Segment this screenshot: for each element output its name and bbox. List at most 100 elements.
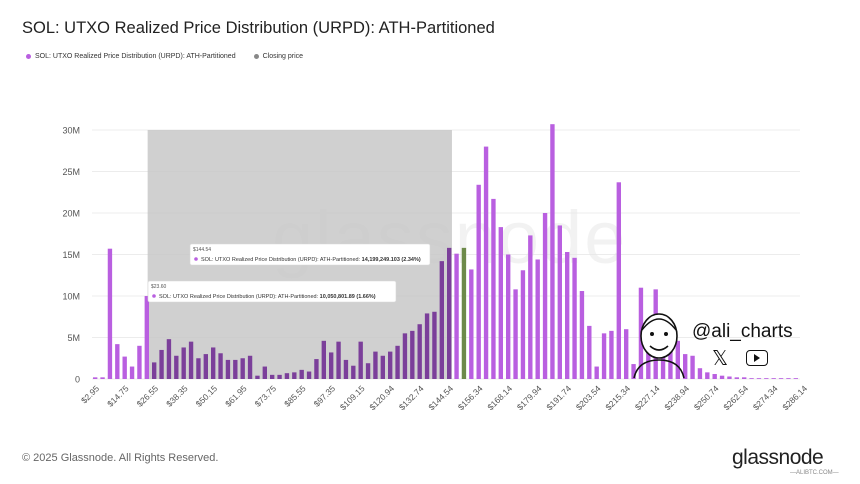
bar-30 xyxy=(314,359,319,379)
bar-3 xyxy=(115,344,120,379)
bar-84 xyxy=(712,374,717,379)
bar-38 xyxy=(373,351,378,379)
x-icon[interactable]: 𝕏 xyxy=(712,346,729,370)
bar-4 xyxy=(122,356,127,379)
bar-11 xyxy=(174,355,179,379)
bar-95 xyxy=(793,378,798,379)
bar-1 xyxy=(100,377,105,379)
bar-68 xyxy=(594,366,599,379)
bar-22 xyxy=(255,375,260,379)
bar-2 xyxy=(107,248,113,379)
bar-52 xyxy=(476,184,481,379)
x-tick-label-3: $38.35 xyxy=(164,383,190,409)
tooltip-box-0 xyxy=(189,243,431,266)
copyright: © 2025 Glassnode. All Rights Reserved. xyxy=(22,452,219,464)
bar-17 xyxy=(218,353,223,379)
bar-10 xyxy=(166,339,172,379)
bar-75 xyxy=(646,332,651,379)
bar-47 xyxy=(439,261,444,379)
bar-40 xyxy=(388,351,393,379)
bar-33 xyxy=(336,341,341,379)
bar-36 xyxy=(358,341,363,379)
bar-46 xyxy=(432,311,437,379)
bar-54 xyxy=(491,198,496,379)
x-tick-label-23: $274.34 xyxy=(751,383,780,412)
bar-16 xyxy=(211,347,216,379)
x-tick-label-18: $215.34 xyxy=(603,383,632,412)
bar-0 xyxy=(93,377,98,379)
legend-swatch-closing xyxy=(253,54,259,59)
x-tick-label-8: $97.35 xyxy=(312,383,338,409)
bar-81 xyxy=(690,355,695,379)
bar-89 xyxy=(749,378,754,379)
y-tick-label-6: 30M xyxy=(62,126,80,136)
tooltip-box-1 xyxy=(147,280,397,303)
avatar-icon xyxy=(633,313,685,378)
bar-94 xyxy=(786,378,791,379)
brand-logo: glassnode xyxy=(732,446,824,469)
site-watermark: —ALIBTC.COM— xyxy=(790,470,839,476)
bar-49 xyxy=(454,253,459,379)
y-tick-label-1: 5M xyxy=(67,333,80,343)
bar-26 xyxy=(284,373,290,379)
bar-53 xyxy=(483,146,489,379)
x-tick-label-0: $2.95 xyxy=(79,383,101,405)
y-tick-label-0: 0 xyxy=(75,375,80,385)
legend-item-urpd[interactable]: SOL: UTXO Realized Price Distribution (U… xyxy=(26,53,236,60)
legend-swatch-urpd xyxy=(26,54,31,59)
legend-item-closing[interactable]: Closing price xyxy=(253,53,303,60)
bar-66 xyxy=(579,291,585,379)
tooltip-price-0: $144.54 xyxy=(193,247,211,253)
bar-62 xyxy=(550,124,555,379)
bar-72 xyxy=(624,329,629,379)
tooltip-dot-0 xyxy=(194,257,198,261)
bar-85 xyxy=(719,375,725,379)
x-tick-label-4: $50.15 xyxy=(194,383,220,409)
bar-34 xyxy=(343,359,349,379)
bar-23 xyxy=(262,366,267,379)
bar-29 xyxy=(306,371,312,379)
bar-64 xyxy=(565,252,570,379)
bar-90 xyxy=(756,378,762,379)
bar-60 xyxy=(535,259,540,379)
bar-92 xyxy=(771,378,776,379)
bar-83 xyxy=(705,372,710,379)
bar-8 xyxy=(152,362,157,379)
bar-88 xyxy=(742,377,747,379)
social-handle[interactable]: @ali_charts xyxy=(692,321,793,342)
bar-6 xyxy=(137,345,142,379)
y-tick-label-2: 10M xyxy=(62,292,80,302)
x-tick-label-14: $168.14 xyxy=(485,383,514,412)
tooltip-series-0: SOL: UTXO Realized Price Distribution (U… xyxy=(201,257,421,263)
bar-15 xyxy=(203,354,208,379)
bar-7 xyxy=(144,296,149,379)
bar-13 xyxy=(188,341,194,379)
bar-41 xyxy=(395,345,400,379)
x-tick-label-5: $61.95 xyxy=(223,383,249,409)
legend-label-urpd: SOL: UTXO Realized Price Distribution (U… xyxy=(35,53,236,60)
bar-67 xyxy=(587,325,592,379)
bar-51 xyxy=(469,269,474,379)
bar-55 xyxy=(498,227,503,379)
bar-37 xyxy=(365,363,371,379)
x-tick-label-16: $191.74 xyxy=(544,383,573,412)
bar-21 xyxy=(247,355,253,379)
bar-56 xyxy=(506,254,511,379)
bar-86 xyxy=(727,376,732,379)
chart-title: SOL: UTXO Realized Price Distribution (U… xyxy=(22,19,495,37)
bar-20 xyxy=(240,358,245,379)
bar-18 xyxy=(225,359,231,379)
bar-79 xyxy=(675,340,680,379)
bar-9 xyxy=(159,349,164,379)
bar-93 xyxy=(778,378,784,379)
x-tick-label-10: $120.94 xyxy=(367,383,396,412)
x-tick-label-22: $262.54 xyxy=(721,383,750,412)
x-tick-label-2: $26.55 xyxy=(135,383,161,409)
bar-39 xyxy=(380,355,385,379)
x-tick-label-21: $250.74 xyxy=(692,383,721,412)
bar-5 xyxy=(129,366,135,379)
bar-82 xyxy=(697,368,703,379)
x-tick-label-7: $85.55 xyxy=(282,383,308,409)
bar-57 xyxy=(513,289,518,379)
youtube-icon[interactable] xyxy=(746,350,769,366)
